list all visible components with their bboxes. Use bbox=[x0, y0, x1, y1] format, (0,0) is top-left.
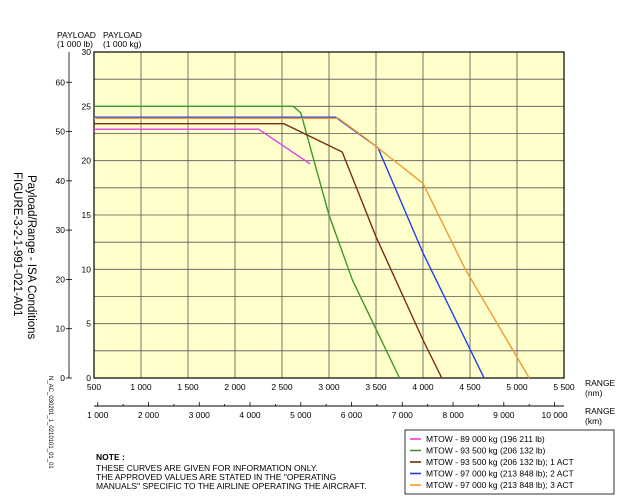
series-lines bbox=[94, 105, 530, 379]
x-tick-km-label: 9 000 bbox=[493, 410, 515, 420]
x-tick-km-label: 10 000 bbox=[542, 410, 568, 420]
legend: MTOW - 89 000 kg (196 211 lb) MTOW - 93 5… bbox=[404, 429, 615, 495]
x-tick-nm-label: 3 000 bbox=[318, 382, 340, 392]
series-line-3 bbox=[94, 123, 443, 379]
series-line-1 bbox=[94, 128, 311, 165]
y-axis-ticks: 0 5 10 15 20 25 30 0 10 20 30 40 50 60 bbox=[56, 47, 92, 383]
x-tick-nm-label: 4 500 bbox=[459, 382, 481, 392]
y-tick-kg-label: 25 bbox=[82, 101, 92, 111]
y-tick-lb-label: 60 bbox=[56, 77, 66, 87]
y-tick-kg-label: 0 bbox=[86, 373, 91, 383]
plot-frame bbox=[93, 51, 565, 379]
x-tick-nm-label: 5 500 bbox=[553, 382, 575, 392]
x-tick-km-label: 3 000 bbox=[189, 410, 211, 420]
note-line-1: THESE CURVES ARE GIVEN FOR INFORMATION O… bbox=[96, 463, 318, 473]
figure-number: FIGURE-3-2-1-991-021-A01 bbox=[11, 172, 23, 316]
y-tick-lb-label: 20 bbox=[56, 274, 66, 284]
y-tick-kg-label: 15 bbox=[82, 210, 92, 220]
range-km-label-line2: (km) bbox=[585, 416, 602, 426]
payload-kg-label-line1: PAYLOAD bbox=[103, 30, 142, 40]
y-tick-lb-label: 50 bbox=[56, 127, 66, 137]
x-tick-km-label: 2 000 bbox=[138, 410, 160, 420]
y-tick-kg-label: 20 bbox=[82, 156, 92, 166]
note-line-2: THE APPROVED VALUES ARE STATED IN THE "O… bbox=[96, 472, 336, 482]
payload-kg-label-line2: (1 000 kg) bbox=[103, 39, 141, 49]
chart-caption-title: Payload/Range - ISA Conditions bbox=[25, 175, 37, 340]
payload-lb-label-line1: PAYLOAD bbox=[57, 30, 96, 40]
legend-label-5: MTOW - 97 000 kg (213 848 lb); 3 ACT bbox=[426, 480, 574, 490]
document-code: N_AC_030201_1_0210101_01_01 bbox=[47, 376, 53, 469]
x-tick-km-label: 7 000 bbox=[392, 410, 414, 420]
x-tick-nm-label: 500 bbox=[87, 382, 101, 392]
y-tick-lb-label: 0 bbox=[60, 373, 65, 383]
x-tick-nm-label: 1 500 bbox=[177, 382, 199, 392]
x-tick-km-label: 8 000 bbox=[442, 410, 464, 420]
y-tick-lb-label: 10 bbox=[56, 324, 66, 334]
x-tick-nm-label: 3 500 bbox=[365, 382, 387, 392]
y-tick-kg-label: 5 bbox=[86, 319, 91, 329]
range-nm-label-line1: RANGE bbox=[585, 378, 616, 388]
y-tick-kg-label: 10 bbox=[82, 264, 92, 274]
x-tick-nm-label: 1 000 bbox=[130, 382, 152, 392]
y-tick-kg-label: 30 bbox=[82, 47, 92, 57]
legend-label-3: MTOW - 93 500 kg (206 132 lb); 1 ACT bbox=[426, 457, 574, 467]
x-axis-km-ticks: 1 000 2 000 3 000 4 000 5 000 6 000 7 000 8 000… bbox=[87, 402, 568, 420]
x-tick-km-label: 6 000 bbox=[341, 410, 363, 420]
y-tick-lb-label: 30 bbox=[56, 225, 66, 235]
legend-label-1: MTOW - 89 000 kg (196 211 lb) bbox=[426, 434, 545, 444]
x-tick-nm-label: 2 000 bbox=[224, 382, 246, 392]
x-tick-km-label: 4 000 bbox=[239, 410, 261, 420]
x-tick-km-label: 5 000 bbox=[290, 410, 312, 420]
series-line-5 bbox=[94, 117, 530, 379]
x-axis-nm-ticks: 500 1 000 1 500 2 000 2 500 3 000 3 500 4 000 4 … bbox=[87, 382, 575, 392]
note-heading: NOTE : bbox=[96, 452, 125, 462]
y-tick-lb-label: 40 bbox=[56, 176, 66, 186]
range-km-label-line1: RANGE bbox=[585, 406, 616, 416]
x-tick-nm-label: 2 500 bbox=[271, 382, 293, 392]
legend-label-4: MTOW - 97 000 kg (213 848 lb); 2 ACT bbox=[426, 469, 574, 479]
series-line-2 bbox=[94, 105, 401, 379]
x-tick-nm-label: 5 000 bbox=[506, 382, 528, 392]
x-tick-km-label: 1 000 bbox=[87, 410, 109, 420]
note-line-3: MANUALS" SPECIFIC TO THE AIRLINE OPERATI… bbox=[96, 481, 367, 491]
x-tick-nm-label: 4 000 bbox=[412, 382, 434, 392]
payload-lb-label-line2: (1 000 lb) bbox=[57, 39, 93, 49]
legend-box bbox=[404, 429, 615, 495]
range-nm-label-line2: (nm) bbox=[585, 388, 603, 398]
legend-label-2: MTOW - 93 500 kg (206 132 lb) bbox=[426, 446, 546, 456]
